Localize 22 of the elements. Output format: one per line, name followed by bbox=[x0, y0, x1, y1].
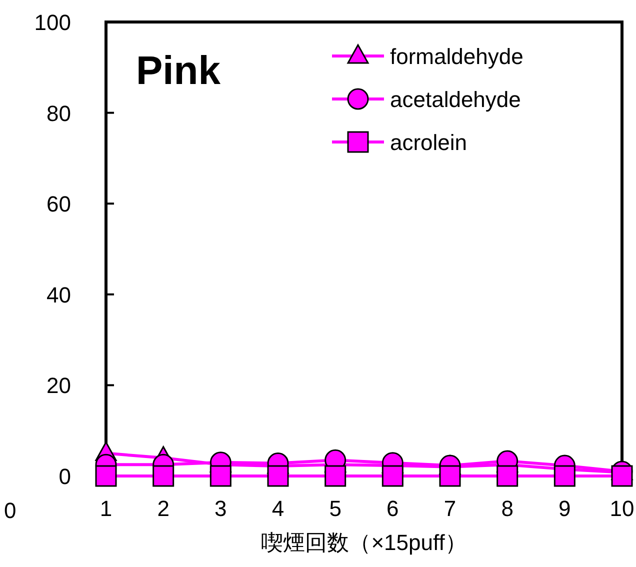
legend-label: acrolein bbox=[390, 130, 468, 155]
x-tick-label: 4 bbox=[272, 496, 284, 521]
text: 0 bbox=[4, 498, 16, 523]
x-tick-label: 3 bbox=[214, 496, 227, 521]
x-axis-title: 喫煙回数（×15puff） bbox=[261, 530, 467, 555]
text: Pink bbox=[136, 49, 222, 93]
y-tick-label: 60 bbox=[46, 192, 71, 217]
y-tick-label: 80 bbox=[46, 100, 71, 126]
x-tick-label: 6 bbox=[386, 496, 399, 521]
x-tick-label: 9 bbox=[558, 496, 571, 521]
legend-label: acetaldehyde bbox=[390, 87, 521, 112]
legend-label: formaldehyde bbox=[390, 44, 524, 69]
x-tick-label: 8 bbox=[501, 496, 514, 521]
y-tick-label: 40 bbox=[46, 282, 71, 308]
x-tick-label: 10 bbox=[610, 496, 634, 521]
x-tick-label: 5 bbox=[329, 496, 342, 521]
x-tick-label: 7 bbox=[444, 496, 456, 521]
y-tick-label: 20 bbox=[46, 373, 71, 398]
x-tick-label: 1 bbox=[100, 496, 112, 521]
y-tick-label: 100 bbox=[34, 10, 71, 35]
y-tick-label: 0 bbox=[58, 464, 71, 489]
x-tick-label: 2 bbox=[157, 496, 170, 521]
